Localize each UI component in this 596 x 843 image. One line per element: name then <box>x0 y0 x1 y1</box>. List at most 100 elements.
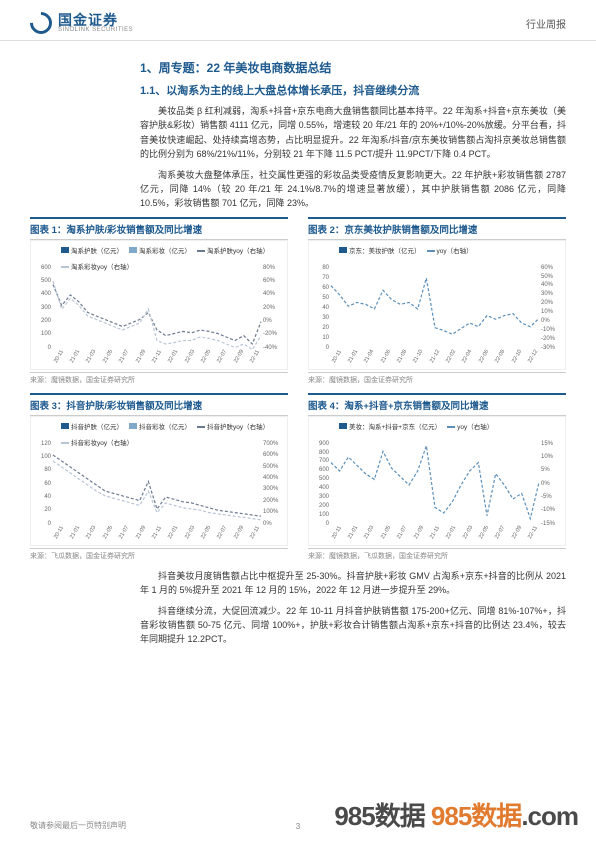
x-tick: 21-06 <box>380 349 392 364</box>
sub-title: 1.1、以淘系为主的线上大盘总体增长承压，抖音继续分流 <box>140 82 566 98</box>
y-axis-right: 700%600%500%400%300%200%100%0% <box>263 441 285 527</box>
x-tick: 22-05 <box>200 525 212 540</box>
x-tick: 21-11 <box>151 525 163 540</box>
legend-bar-icon <box>61 247 69 253</box>
legend-item: 抖音护肤（亿元） <box>61 421 123 431</box>
x-tick: 22-03 <box>184 525 196 540</box>
x-tick: 22-11 <box>527 525 539 540</box>
x-tick: 21-01 <box>69 525 81 540</box>
chart-source: 来源：魔镜数据，飞瓜数据，国金证券研究所 <box>308 548 566 561</box>
x-tick: 20-11 <box>331 349 343 364</box>
chart-area: 淘系护肤（亿元）淘系彩妆（亿元）淘系护肤yoy（右轴）淘系彩妆yoy（右轴）60… <box>30 240 288 370</box>
x-tick: 22-11 <box>249 349 261 364</box>
x-tick: 22-06 <box>478 349 490 364</box>
chart-3: 图表 3：抖音护肤/彩妆销售额及同比增速抖音护肤（亿元）抖音彩妆（亿元）抖音护肤… <box>30 393 288 561</box>
legend-line-icon <box>197 426 205 428</box>
x-tick: 22-02 <box>445 349 457 364</box>
x-tick: 22-07 <box>494 525 506 540</box>
x-tick: 22-07 <box>216 525 228 540</box>
chart-source: 来源：飞瓜数据，国金证券研究所 <box>30 548 288 561</box>
legend-item: yoy（右轴） <box>447 421 493 431</box>
x-tick: 21-03 <box>363 525 375 540</box>
x-tick: 22-04 <box>461 349 473 364</box>
footer-disclaimer: 敬请参阅最后一页特别声明 <box>30 820 126 831</box>
line <box>53 284 261 344</box>
legend-item: 京东：美妆护肤（亿元） <box>339 245 421 255</box>
legend-line-icon <box>447 426 455 428</box>
x-tick: 21-01 <box>347 525 359 540</box>
x-tick: 21-07 <box>118 525 130 540</box>
legend-item: 淘系护肤yoy（右轴） <box>197 245 269 255</box>
charts-row-1: 图表 1：淘系护肤/彩妆销售额及同比增速淘系护肤（亿元） 淘系彩妆（亿元） 淘系护肤… <box>30 217 566 385</box>
x-tick: 21-07 <box>396 525 408 540</box>
line <box>331 278 539 334</box>
legend-bar-icon <box>129 423 137 429</box>
chart-area: 抖音护肤（亿元）抖音彩妆（亿元）抖音护肤yoy（右轴）抖音彩妆yoy（右轴）12… <box>30 416 288 546</box>
x-tick: 22-03 <box>462 525 474 540</box>
watermark-p1: 985数据 <box>334 801 431 831</box>
y-axis-left: 80706050403020100 <box>311 265 329 351</box>
x-tick: 22-03 <box>184 349 196 364</box>
paragraph-4: 抖音继续分流，大促回流减少。22 年 10-11 月抖音护肤销售额 175-20… <box>140 604 566 647</box>
chart-title: 图表 3：抖音护肤/彩妆销售额及同比增速 <box>30 393 288 416</box>
chart-source: 来源：魔镜数据，国金证券研究所 <box>30 372 288 385</box>
chart-area: 美妆：淘系+抖音+京东（亿元）yoy（右轴）900800700600500400… <box>308 416 566 546</box>
legend-bar-icon <box>339 423 347 429</box>
legend-bar-icon <box>61 423 69 429</box>
legend-item: 淘系彩妆（亿元） <box>129 245 191 255</box>
x-tick: 21-01 <box>69 349 81 364</box>
charts-row-2: 图表 3：抖音护肤/彩妆销售额及同比增速抖音护肤（亿元）抖音彩妆（亿元）抖音护肤… <box>30 393 566 561</box>
x-tick: 21-09 <box>413 525 425 540</box>
legend-bar-icon <box>339 247 347 253</box>
chart-4: 图表 4：淘系+抖音+京东销售额及同比增速美妆：淘系+抖音+京东（亿元）yoy（… <box>308 393 566 561</box>
x-tick: 21-07 <box>118 349 130 364</box>
paragraph-2: 淘系美妆大盘整体承压，社交属性更强的彩妆品类受疫情反复影响更大。22 年护肤+彩… <box>140 168 566 211</box>
chart-legend: 美妆：淘系+抖音+京东（亿元）yoy（右轴） <box>339 421 555 431</box>
x-tick: 21-05 <box>380 525 392 540</box>
chart-legend: 京东：美妆护肤（亿元） yoy（右轴） <box>339 245 555 255</box>
legend-item: 淘系护肤（亿元） <box>61 245 123 255</box>
x-tick: 22-01 <box>167 349 179 364</box>
line-series <box>331 443 539 527</box>
x-tick: 20-11 <box>53 349 65 364</box>
watermark: 985数据 985数据.com <box>334 796 578 833</box>
line <box>331 446 539 519</box>
chart-2: 图表 2：京东美妆护肤销售额及同比增速京东：美妆护肤（亿元）yoy（右轴）807… <box>308 217 566 385</box>
x-tick: 21-03 <box>85 525 97 540</box>
legend-item: 抖音护肤yoy（右轴） <box>197 421 269 431</box>
x-tick: 21-10 <box>412 349 424 364</box>
chart-title: 图表 1：淘系护肤/彩妆销售额及同比增速 <box>30 217 288 240</box>
x-tick: 21-03 <box>85 349 97 364</box>
x-tick: 21-08 <box>396 349 408 364</box>
line <box>53 461 261 520</box>
legend-item: yoy（右轴） <box>427 245 473 255</box>
x-tick: 22-08 <box>494 349 506 364</box>
line <box>53 455 261 516</box>
logo-cn: 国金证券 <box>58 13 133 27</box>
x-tick: 22-05 <box>200 349 212 364</box>
x-tick: 22-12 <box>527 349 539 364</box>
chart-area: 京东：美妆护肤（亿元）yoy（右轴）8070605040302010060%50… <box>308 240 566 370</box>
chart-title: 图表 4：淘系+抖音+京东销售额及同比增速 <box>308 393 566 416</box>
logo-en: SINOLINK SECURITIES <box>58 27 133 33</box>
section-title: 1、周专题：22 年美妆电商数据总结 <box>140 59 566 76</box>
line-series <box>53 443 261 527</box>
y-axis-left: 120100806040200 <box>33 441 51 527</box>
y-axis-left: 6005004003002001000 <box>33 265 51 351</box>
y-axis-right: 80%60%40%20%0%-20%-40% <box>263 265 285 351</box>
x-tick: 21-09 <box>135 349 147 364</box>
plot-area <box>331 267 539 351</box>
legend-bar-icon <box>129 247 137 253</box>
legend-line-icon <box>427 250 435 252</box>
content: 1、周专题：22 年美妆电商数据总结 1.1、以淘系为主的线上大盘总体增长承压，… <box>0 41 596 647</box>
x-tick: 21-01 <box>347 349 359 364</box>
y-axis-right: 15%10%5%0%-5%-10%-15% <box>541 441 563 527</box>
x-axis: 20-1121-0121-0321-0521-0721-0921-1122-01… <box>53 537 263 543</box>
x-tick: 22-01 <box>167 525 179 540</box>
header-right-label: 行业周报 <box>526 16 566 31</box>
x-tick: 21-12 <box>429 349 441 364</box>
chart-1: 图表 1：淘系护肤/彩妆销售额及同比增速淘系护肤（亿元） 淘系彩妆（亿元） 淘系护肤… <box>30 217 288 385</box>
x-axis: 20-1121-0121-0321-0521-0721-0921-1122-01… <box>331 537 541 543</box>
x-tick: 20-11 <box>53 525 65 540</box>
x-tick: 22-09 <box>233 349 245 364</box>
